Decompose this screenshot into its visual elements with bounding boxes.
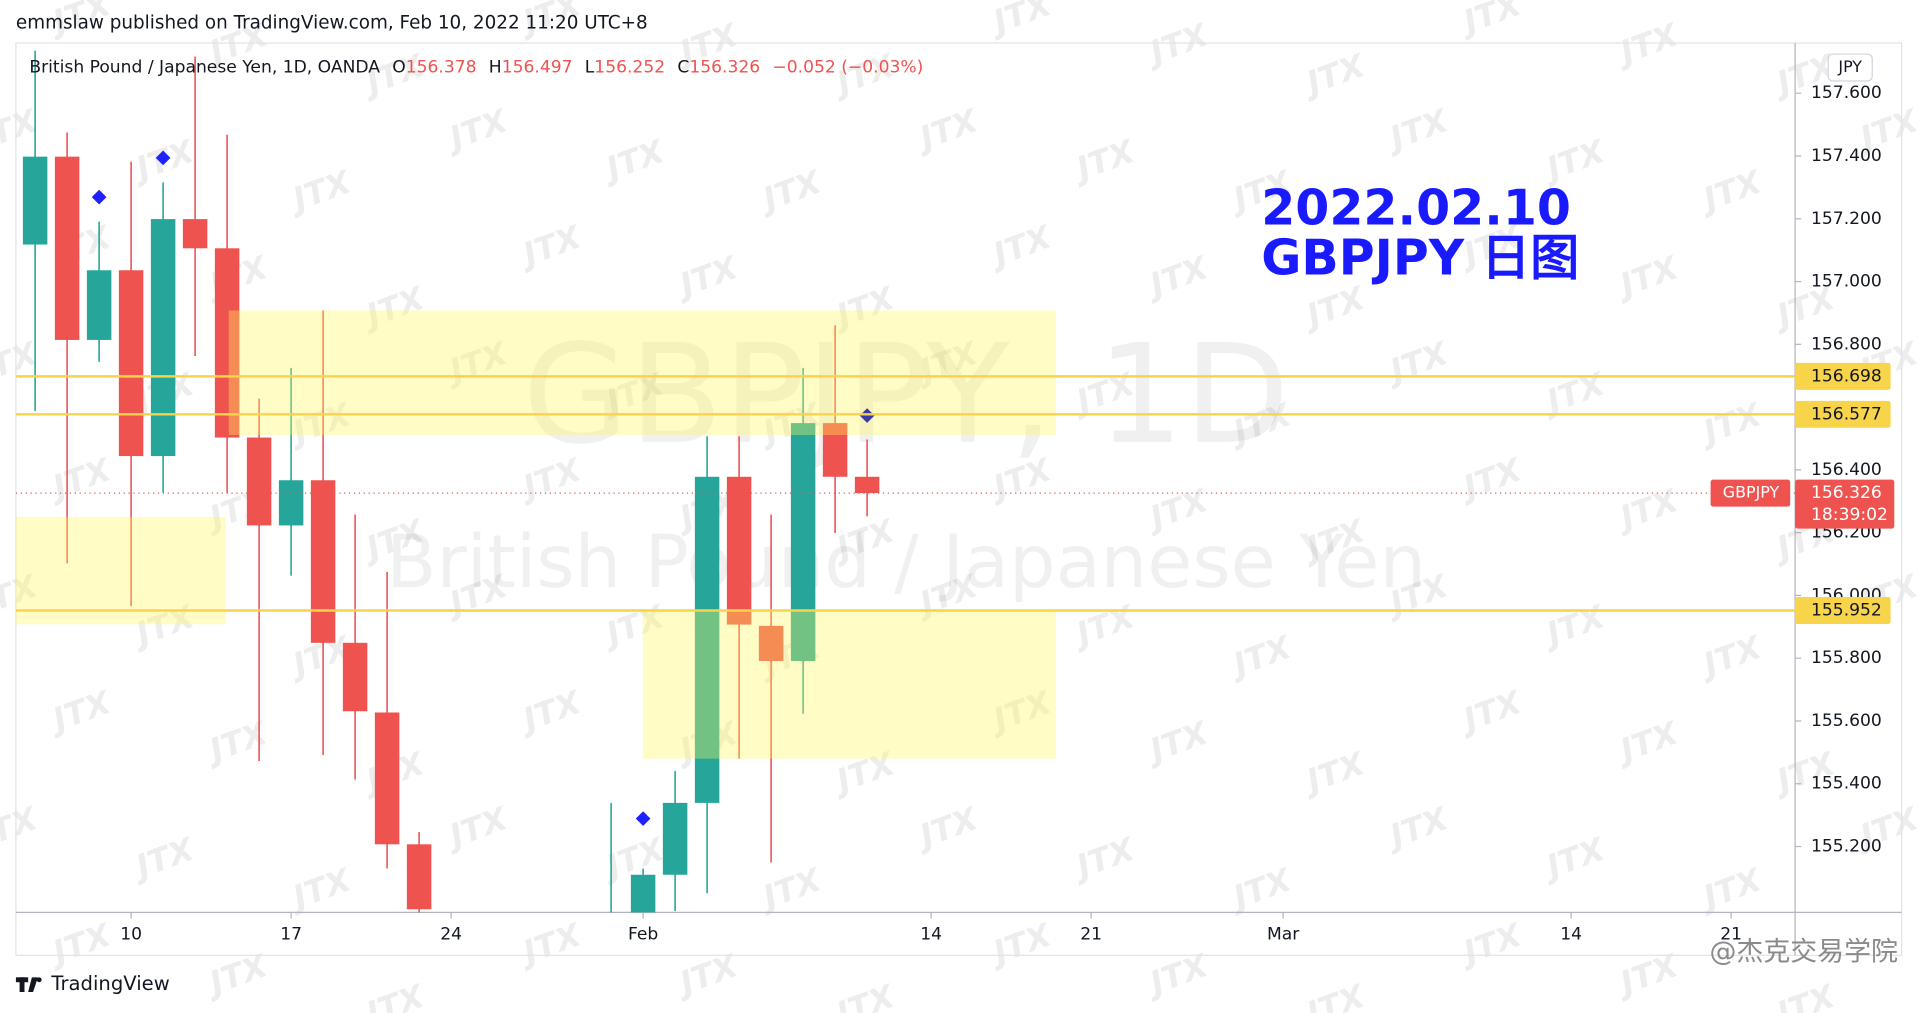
h-line-label: 156.577 [1811, 404, 1882, 424]
y-tick-label: 157.600 [1811, 83, 1882, 103]
candle-body [150, 219, 176, 457]
annotation: 2022.02.10 [1261, 179, 1571, 236]
legend-item: British Pound / Japanese Yen, 1D, OANDA [29, 58, 380, 78]
candle-body [854, 476, 880, 494]
h-line-label: 156.698 [1811, 366, 1882, 386]
price-tag-box [1795, 479, 1895, 529]
legend: British Pound / Japanese Yen, 1D, OANDA O… [29, 58, 923, 78]
candle-body [694, 476, 720, 803]
y-tick-label: 155.200 [1811, 837, 1882, 857]
watermark-name: British Pound / Japanese Yen [386, 520, 1426, 605]
logo [15, 977, 42, 993]
symbol-tag: GBPJPY [1723, 483, 1780, 502]
zone [15, 516, 226, 625]
zone [642, 610, 1056, 759]
header: emmslaw published on TradingView.com, Fe… [16, 12, 648, 33]
candle-body [246, 437, 272, 526]
legend-item: −0.052 (−0.03%) [772, 58, 923, 78]
candle-body [342, 642, 368, 712]
candle-body [790, 423, 816, 662]
h-line-tag [1795, 597, 1891, 624]
legend-item: L [585, 58, 595, 78]
legend-item: O [392, 58, 405, 78]
marker [859, 408, 875, 423]
candle-body [374, 712, 400, 845]
x-tick-label: Mar [1267, 924, 1300, 944]
legend-item: H [489, 58, 502, 78]
candle-body [662, 802, 688, 875]
legend-item: 156.326 [689, 58, 760, 78]
watermark-symbol: GBPJPY, 1D [523, 316, 1290, 475]
marker [635, 811, 651, 826]
currency-box[interactable] [1827, 53, 1873, 82]
h-line-tag [1795, 400, 1891, 428]
x-tick-label: 21 [1080, 924, 1102, 944]
y-tick-label: 157.000 [1811, 272, 1882, 292]
x-tick-label: 10 [120, 924, 142, 944]
y-tick-label: 155.800 [1811, 648, 1882, 668]
y-tick-label: 155.400 [1811, 774, 1882, 794]
y-tick-label: 155.600 [1811, 711, 1882, 731]
candle-body [726, 476, 752, 625]
symbol-tag-box [1710, 479, 1791, 507]
candle-body [822, 423, 848, 477]
candle-body [118, 270, 144, 457]
x-tick-label: Feb [628, 924, 658, 944]
price-tag: 156.326 [1811, 483, 1882, 503]
candle-body [182, 219, 208, 249]
brand[interactable]: TradingView [50, 972, 169, 995]
annotation: GBPJPY 日图 [1261, 229, 1579, 286]
credit: @杰克交易学院 [1709, 936, 1898, 967]
candle-body [22, 156, 48, 245]
y-tick-label: 157.200 [1811, 209, 1882, 229]
y-tick-label: 156.400 [1811, 460, 1882, 480]
x-tick-label: 14 [1560, 924, 1582, 944]
x-tick-label: 24 [440, 924, 462, 944]
candle-body [214, 248, 240, 438]
h-line-label: 155.952 [1811, 600, 1882, 620]
legend-item: 156.378 [406, 58, 477, 78]
watermark: GBPJPY, 1D British Pound / Japanese Yen [386, 316, 1426, 605]
candle-body [86, 270, 112, 340]
zone [228, 310, 1056, 436]
candle-body [278, 480, 304, 526]
legend-item: C [677, 58, 689, 78]
h-line-tag [1795, 362, 1891, 390]
legend-item: 156.252 [594, 58, 665, 78]
candle-body [310, 480, 336, 643]
x-tick-label: 17 [280, 924, 302, 944]
y-tick-label: 156.800 [1811, 334, 1882, 354]
y-tick-label: 157.400 [1811, 146, 1882, 166]
candle-body [758, 625, 784, 662]
candle-body [630, 874, 656, 913]
x-tick-label: 21 [1720, 924, 1742, 944]
legend-item: 156.497 [502, 58, 573, 78]
candle-body [54, 156, 80, 340]
countdown: 18:39:02 [1811, 505, 1888, 525]
candle-body [406, 844, 432, 910]
frame [15, 42, 1903, 956]
x-tick-label: 14 [920, 924, 942, 944]
currency[interactable]: JPY [1837, 57, 1862, 76]
